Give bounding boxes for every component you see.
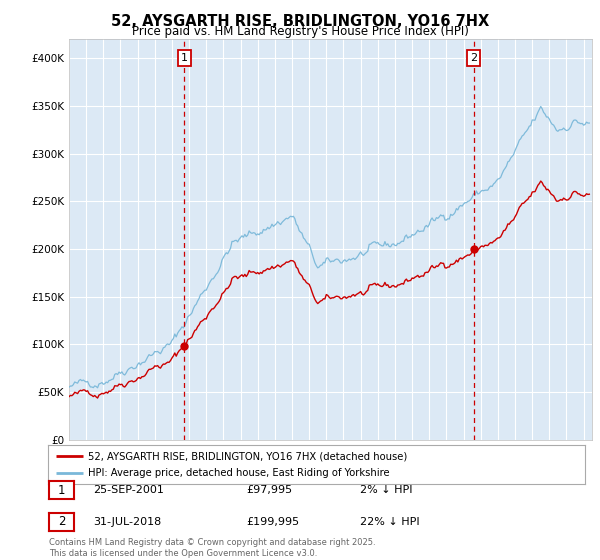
- Text: 2: 2: [470, 53, 477, 63]
- Text: 22% ↓ HPI: 22% ↓ HPI: [360, 517, 419, 527]
- Text: 1: 1: [181, 53, 188, 63]
- Text: Contains HM Land Registry data © Crown copyright and database right 2025.
This d: Contains HM Land Registry data © Crown c…: [49, 538, 376, 558]
- Text: Price paid vs. HM Land Registry's House Price Index (HPI): Price paid vs. HM Land Registry's House …: [131, 25, 469, 38]
- Text: 2: 2: [58, 515, 65, 529]
- Text: 2% ↓ HPI: 2% ↓ HPI: [360, 485, 413, 495]
- Text: 1: 1: [58, 483, 65, 497]
- Text: 31-JUL-2018: 31-JUL-2018: [93, 517, 161, 527]
- Text: 52, AYSGARTH RISE, BRIDLINGTON, YO16 7HX: 52, AYSGARTH RISE, BRIDLINGTON, YO16 7HX: [111, 14, 489, 29]
- Text: 25-SEP-2001: 25-SEP-2001: [93, 485, 164, 495]
- Text: £199,995: £199,995: [246, 517, 299, 527]
- Text: HPI: Average price, detached house, East Riding of Yorkshire: HPI: Average price, detached house, East…: [88, 468, 390, 478]
- Text: 52, AYSGARTH RISE, BRIDLINGTON, YO16 7HX (detached house): 52, AYSGARTH RISE, BRIDLINGTON, YO16 7HX…: [88, 451, 407, 461]
- Text: £97,995: £97,995: [246, 485, 292, 495]
